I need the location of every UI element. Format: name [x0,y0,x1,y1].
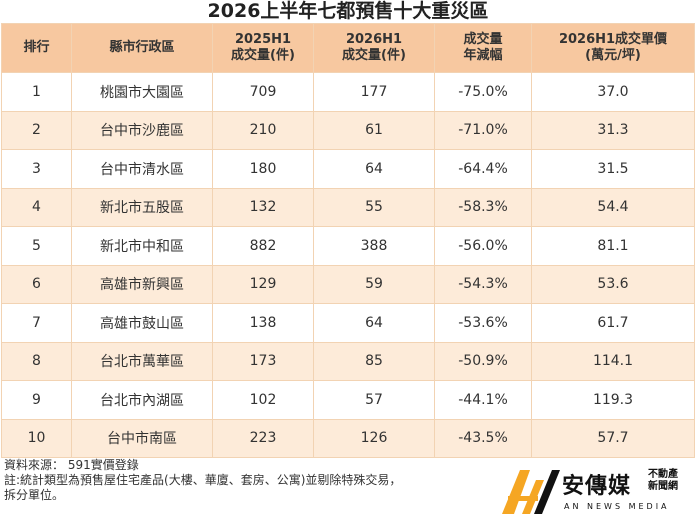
cell-vol2025: 132 [212,187,314,227]
cell-rank: 7 [1,303,72,343]
header-price: 2026H1成交單價 (萬元/坪) [531,23,695,73]
cell-vol2026: 64 [313,303,435,343]
an-news-logo-mark-icon [502,470,560,514]
table-row: 2 台中市沙鹿區 210 61 -71.0% 31.3 [1,110,695,150]
table-row: 1 桃園市大園區 709 177 -75.0% 37.0 [1,72,695,112]
cell-price: 31.5 [531,149,695,189]
cell-yoy: -50.9% [434,341,532,381]
cell-price: 61.7 [531,303,695,343]
cell-yoy: -56.0% [434,226,532,266]
cell-vol2026: 64 [313,149,435,189]
page-title: 2026上半年七都預售十大重災區 [207,0,489,22]
cell-yoy: -71.0% [434,110,532,150]
cell-district: 台中市沙鹿區 [71,110,213,150]
cell-vol2025: 223 [212,418,314,458]
cell-vol2025: 102 [212,380,314,420]
cell-price: 31.3 [531,110,695,150]
cell-price: 114.1 [531,341,695,381]
cell-rank: 9 [1,380,72,420]
table-row: 7 高雄市鼓山區 138 64 -53.6% 61.7 [1,303,695,343]
cell-vol2026: 85 [313,341,435,381]
cell-rank: 8 [1,341,72,381]
cell-district: 新北市五股區 [71,187,213,227]
cell-yoy: -53.6% [434,303,532,343]
ranking-table: 排行 縣市行政區 2025H1 成交量(件) 2026H1 成交量(件) 成交量… [1,23,695,458]
cell-vol2025: 180 [212,149,314,189]
table-row: 5 新北市中和區 882 388 -56.0% 81.1 [1,226,695,266]
cell-district: 高雄市新興區 [71,264,213,304]
cell-vol2026: 126 [313,418,435,458]
cell-district: 桃園市大園區 [71,72,213,112]
cell-vol2026: 177 [313,72,435,112]
method-note-line2: 拆分單位。 [4,488,65,502]
cell-district: 高雄市鼓山區 [71,303,213,343]
cell-price: 119.3 [531,380,695,420]
cell-rank: 4 [1,187,72,227]
cell-vol2026: 388 [313,226,435,266]
brand-logo: 安傳媒 不動產 新聞網 AN NEWS MEDIA [500,466,694,518]
cell-rank: 3 [1,149,72,189]
cell-yoy: -64.4% [434,149,532,189]
header-district: 縣市行政區 [71,23,213,73]
cell-price: 37.0 [531,72,695,112]
cell-rank: 5 [1,226,72,266]
cell-rank: 6 [1,264,72,304]
table-row: 9 台北市內湖區 102 57 -44.1% 119.3 [1,380,695,420]
table-row: 8 台北市萬華區 173 85 -50.9% 114.1 [1,341,695,381]
table-row: 6 高雄市新興區 129 59 -54.3% 53.6 [1,264,695,304]
footnotes: 資料來源： 591實價登錄 註:統計類型為預售屋住宅產品(大樓、華廈、套房、公寓… [4,458,564,503]
cell-yoy: -44.1% [434,380,532,420]
cell-vol2025: 173 [212,341,314,381]
cell-district: 新北市中和區 [71,226,213,266]
cell-rank: 1 [1,72,72,112]
cell-district: 台北市內湖區 [71,380,213,420]
brand-english: AN NEWS MEDIA [564,502,670,511]
cell-vol2026: 55 [313,187,435,227]
brand-name: 安傳媒 [562,474,632,499]
cell-price: 57.7 [531,418,695,458]
brand-subtitle: 不動產 新聞網 [648,469,678,492]
header-yoy: 成交量 年減幅 [434,23,532,73]
cell-district: 台中市清水區 [71,149,213,189]
cell-vol2025: 138 [212,303,314,343]
cell-vol2026: 59 [313,264,435,304]
cell-rank: 10 [1,418,72,458]
method-note-line1: 註:統計類型為預售屋住宅產品(大樓、華廈、套房、公寓)並剔除特殊交易， [4,473,402,487]
header-vol2026: 2026H1 成交量(件) [313,23,435,73]
table-row: 3 台中市清水區 180 64 -64.4% 31.5 [1,149,695,189]
cell-yoy: -43.5% [434,418,532,458]
cell-vol2025: 129 [212,264,314,304]
cell-yoy: -75.0% [434,72,532,112]
header-vol2025: 2025H1 成交量(件) [212,23,314,73]
cell-yoy: -54.3% [434,264,532,304]
cell-yoy: -58.3% [434,187,532,227]
cell-vol2025: 210 [212,110,314,150]
cell-rank: 2 [1,110,72,150]
cell-vol2026: 57 [313,380,435,420]
cell-vol2025: 709 [212,72,314,112]
cell-district: 台北市萬華區 [71,341,213,381]
table-row: 4 新北市五股區 132 55 -58.3% 54.4 [1,187,695,227]
cell-price: 54.4 [531,187,695,227]
table-row: 10 台中市南區 223 126 -43.5% 57.7 [1,418,695,458]
cell-price: 81.1 [531,226,695,266]
cell-district: 台中市南區 [71,418,213,458]
cell-price: 53.6 [531,264,695,304]
cell-vol2026: 61 [313,110,435,150]
cell-vol2025: 882 [212,226,314,266]
table-header-row: 排行 縣市行政區 2025H1 成交量(件) 2026H1 成交量(件) 成交量… [1,23,695,73]
source-note: 資料來源： 591實價登錄 [4,458,139,472]
header-rank: 排行 [1,23,72,73]
